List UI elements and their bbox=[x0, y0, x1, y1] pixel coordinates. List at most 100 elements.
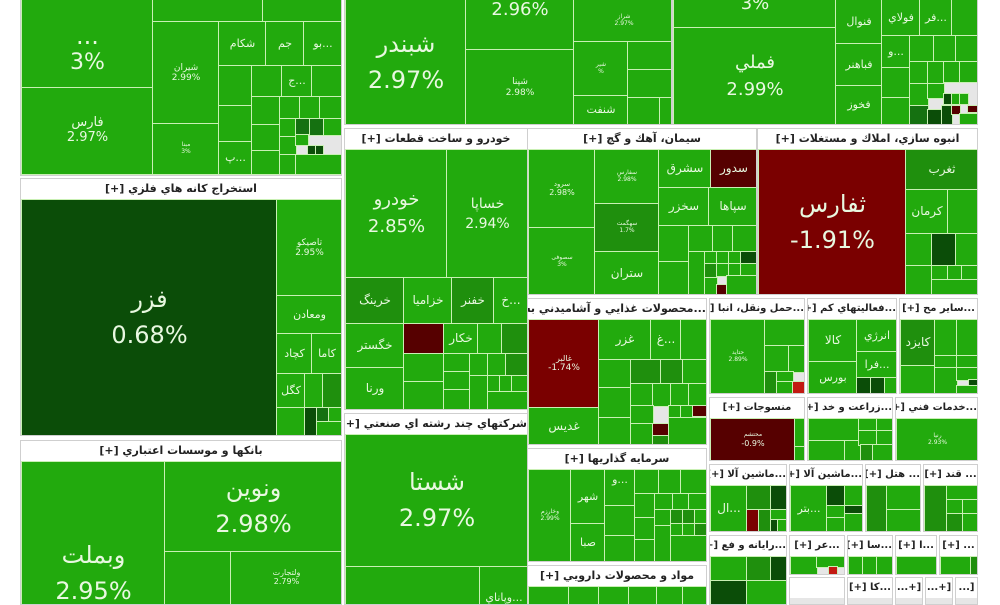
tile-khzamia[interactable]: خزاميا bbox=[403, 277, 453, 325]
sector-title[interactable]: انبوه سازي، املاك و مستغلات [+] bbox=[758, 129, 977, 149]
sector-title[interactable]: بانکها و موسسات اعتباري [+] bbox=[21, 441, 341, 461]
tile-t-s2[interactable] bbox=[764, 345, 790, 373]
tile-kgol[interactable]: کگل bbox=[276, 373, 306, 409]
tile-su-s6[interactable] bbox=[962, 513, 978, 532]
tile-tm-s3[interactable] bbox=[627, 97, 661, 125]
tile-fbahonar[interactable]: فباهنر bbox=[835, 43, 883, 87]
tile-tr-s11[interactable] bbox=[909, 83, 929, 107]
tile-btr[interactable]: ...بتر bbox=[790, 485, 828, 532]
tile-la-s3[interactable] bbox=[884, 377, 897, 394]
tile-tr-s16[interactable] bbox=[959, 93, 969, 105]
tile-om-s1[interactable] bbox=[900, 365, 936, 394]
tile-f-s10[interactable] bbox=[670, 383, 690, 407]
tile-m2-s6[interactable] bbox=[844, 513, 863, 532]
tile-c-s5[interactable] bbox=[732, 225, 757, 253]
tile-iv-s2[interactable] bbox=[604, 535, 636, 562]
tile-a-s12[interactable] bbox=[469, 375, 489, 410]
tile-kerman[interactable]: كرمان bbox=[905, 189, 949, 235]
tile-khgostar[interactable]: خگستر bbox=[345, 323, 405, 369]
tile-shasta[interactable]: شستا 2.97% bbox=[345, 434, 528, 568]
sector-title[interactable]: ...ماشين آلا [+] bbox=[710, 465, 786, 485]
sector-title[interactable]: [+... bbox=[896, 578, 922, 598]
tile-a-s10[interactable] bbox=[487, 353, 507, 377]
tile-fazar[interactable]: فزر 0.68% bbox=[21, 199, 278, 436]
tile-m-s7[interactable] bbox=[316, 421, 342, 436]
sector-title[interactable]: [... bbox=[956, 578, 977, 598]
tile-tm-s2[interactable] bbox=[627, 69, 672, 99]
tile-tr-s12[interactable] bbox=[909, 105, 929, 125]
tile-sroud[interactable]: سرود 2.98% bbox=[528, 149, 596, 229]
tile-om-s9[interactable] bbox=[956, 385, 978, 394]
tile-f-s12[interactable] bbox=[630, 405, 654, 425]
tile-fameli[interactable]: فملي 2.99% bbox=[673, 27, 837, 125]
tile-khodro[interactable]: خودرو 2.85% bbox=[345, 149, 448, 279]
tile-iv-s20[interactable] bbox=[670, 535, 707, 562]
sector-title[interactable]: ...فعاليتهاي كم [+] bbox=[808, 299, 896, 319]
tile-tr-s4[interactable] bbox=[909, 35, 935, 63]
sector-title[interactable]: استخراج کانه هاي فلزي [+] bbox=[21, 179, 341, 199]
tile-tm-s4[interactable] bbox=[659, 97, 672, 125]
tile-h-s3[interactable] bbox=[886, 509, 921, 532]
tile-mu-s1[interactable] bbox=[345, 566, 481, 605]
tile-khring[interactable]: خرينگ bbox=[345, 277, 405, 325]
tile-tm-s1[interactable] bbox=[627, 41, 672, 71]
tile-shekam[interactable]: شكام bbox=[218, 21, 267, 67]
tile-vtejarat[interactable]: ولتجارت 2.79% bbox=[230, 551, 342, 605]
tile-f-s7[interactable] bbox=[598, 417, 632, 445]
tile-iv-s4[interactable] bbox=[658, 469, 682, 495]
sector-title[interactable]: ...سا [+] bbox=[848, 536, 892, 556]
tile-f-s11[interactable] bbox=[688, 383, 707, 407]
sector-title[interactable]: ... قند [+] bbox=[924, 465, 977, 485]
tile-vo[interactable]: ...و bbox=[604, 469, 636, 507]
tile-fo[interactable]: ...و bbox=[881, 35, 911, 69]
tile-s14[interactable] bbox=[323, 118, 342, 136]
sector-title[interactable]: ...ا [+] bbox=[896, 536, 936, 556]
tile-tr-s21[interactable] bbox=[959, 113, 978, 125]
tile-top-middle-2[interactable]: 2.96% bbox=[465, 0, 575, 51]
tile-khsapa[interactable]: خساپا 2.94% bbox=[446, 149, 528, 279]
tile-sd-s2[interactable] bbox=[970, 556, 978, 575]
tile-j[interactable]: ...ج bbox=[281, 65, 313, 98]
tile-saba[interactable]: صبا bbox=[570, 523, 606, 562]
tile-re-s5[interactable] bbox=[905, 265, 933, 295]
tile-a-s11[interactable] bbox=[505, 353, 528, 377]
tile-f-s1[interactable] bbox=[680, 319, 707, 361]
tile-om-s3[interactable] bbox=[956, 319, 978, 357]
tile-tasico[interactable]: تاصیکو 2.95% bbox=[276, 199, 342, 297]
tile-a-s16[interactable] bbox=[487, 391, 528, 410]
tile-shahr[interactable]: شهر bbox=[570, 469, 606, 525]
tile-t-s7[interactable] bbox=[792, 381, 805, 394]
tile-ph-s2[interactable] bbox=[568, 586, 600, 605]
tile-co-s5[interactable] bbox=[746, 580, 787, 605]
tile-mohtasham[interactable]: محتشم -0.9% bbox=[710, 418, 796, 461]
tile-c-s2[interactable] bbox=[658, 261, 690, 295]
sector-title[interactable]: مواد و محصولات دارويي [+] bbox=[528, 566, 706, 586]
tile-tr-s5[interactable] bbox=[933, 35, 957, 63]
tile-s8[interactable] bbox=[319, 96, 342, 120]
tile-f-s8[interactable] bbox=[630, 383, 654, 407]
tile-vnovin[interactable]: ونوين 2.98% bbox=[164, 461, 342, 553]
tile-ph-s3[interactable] bbox=[598, 586, 630, 605]
tile-f-s4[interactable] bbox=[660, 359, 684, 385]
tile-co-s2[interactable] bbox=[746, 556, 772, 582]
tile-shiran[interactable]: شیران 2.99% bbox=[152, 21, 220, 125]
tile-su-s1[interactable] bbox=[924, 485, 948, 532]
tile-far[interactable]: ...فر bbox=[919, 0, 953, 37]
tile-tr-s6[interactable] bbox=[955, 35, 978, 63]
tile-tx-s1[interactable] bbox=[794, 418, 805, 448]
tile-m1-s2[interactable] bbox=[770, 485, 787, 511]
tile-kayazd[interactable]: كايزد bbox=[900, 319, 936, 367]
tile-ssoufi[interactable]: سصوفی 3% bbox=[528, 227, 596, 295]
tile-top-strip-1[interactable] bbox=[152, 0, 264, 23]
tile-vpana[interactable]: ...وپاناي bbox=[479, 566, 528, 605]
tile-m2-s2[interactable] bbox=[844, 485, 863, 507]
tile-re-s2[interactable] bbox=[905, 233, 933, 267]
tile-ag-s9[interactable] bbox=[872, 444, 893, 461]
tile-iv-s7[interactable] bbox=[634, 517, 656, 541]
sector-title[interactable]: سرمايه گذاريها [+] bbox=[528, 449, 706, 469]
tile-hatid[interactable]: حتاید 2.89% bbox=[710, 319, 766, 394]
tile-ar-s3[interactable] bbox=[828, 566, 838, 575]
tile-tr-s2[interactable] bbox=[881, 67, 911, 99]
tile-s3[interactable] bbox=[311, 65, 342, 98]
tile-re-s9[interactable] bbox=[931, 279, 978, 295]
